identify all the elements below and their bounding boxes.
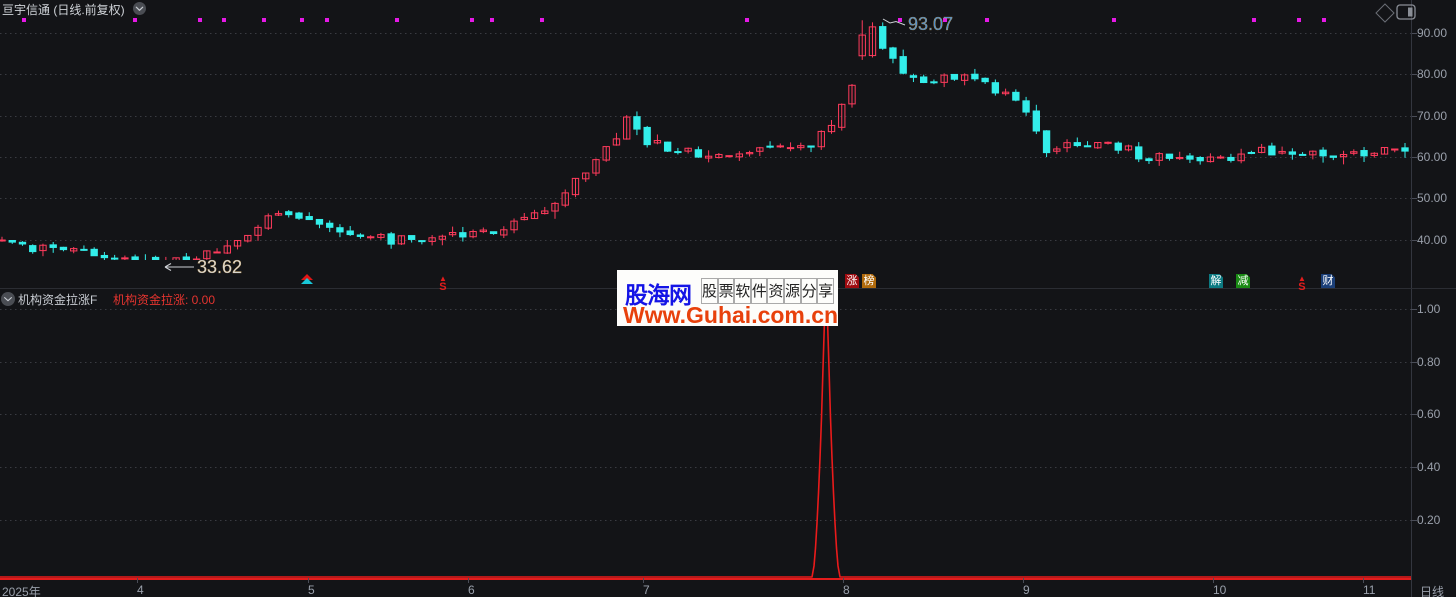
- svg-text:33.62: 33.62: [197, 257, 242, 277]
